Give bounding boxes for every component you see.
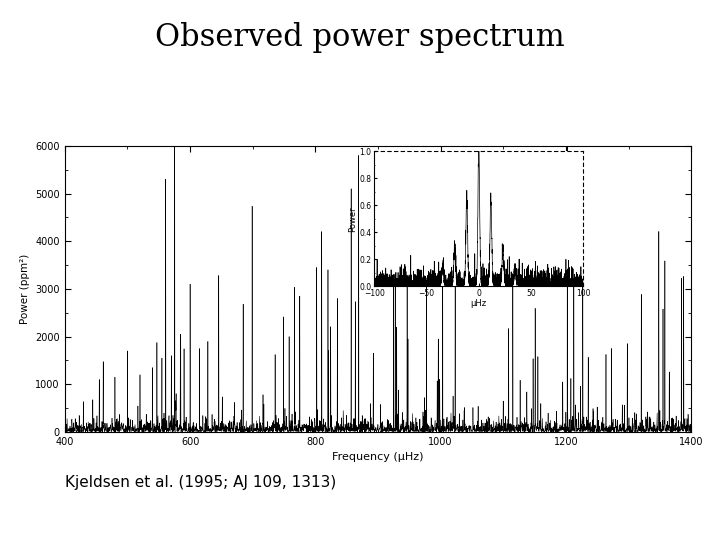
Text: Observed power spectrum: Observed power spectrum [155,22,565,52]
Text: Kjeldsen et al. (1995; AJ 109, 1313): Kjeldsen et al. (1995; AJ 109, 1313) [65,475,336,490]
Y-axis label: Power: Power [348,206,356,232]
X-axis label: Frequency (μHz): Frequency (μHz) [332,453,424,462]
X-axis label: μHz: μHz [471,299,487,308]
Y-axis label: Power (ppm²): Power (ppm²) [19,254,30,324]
